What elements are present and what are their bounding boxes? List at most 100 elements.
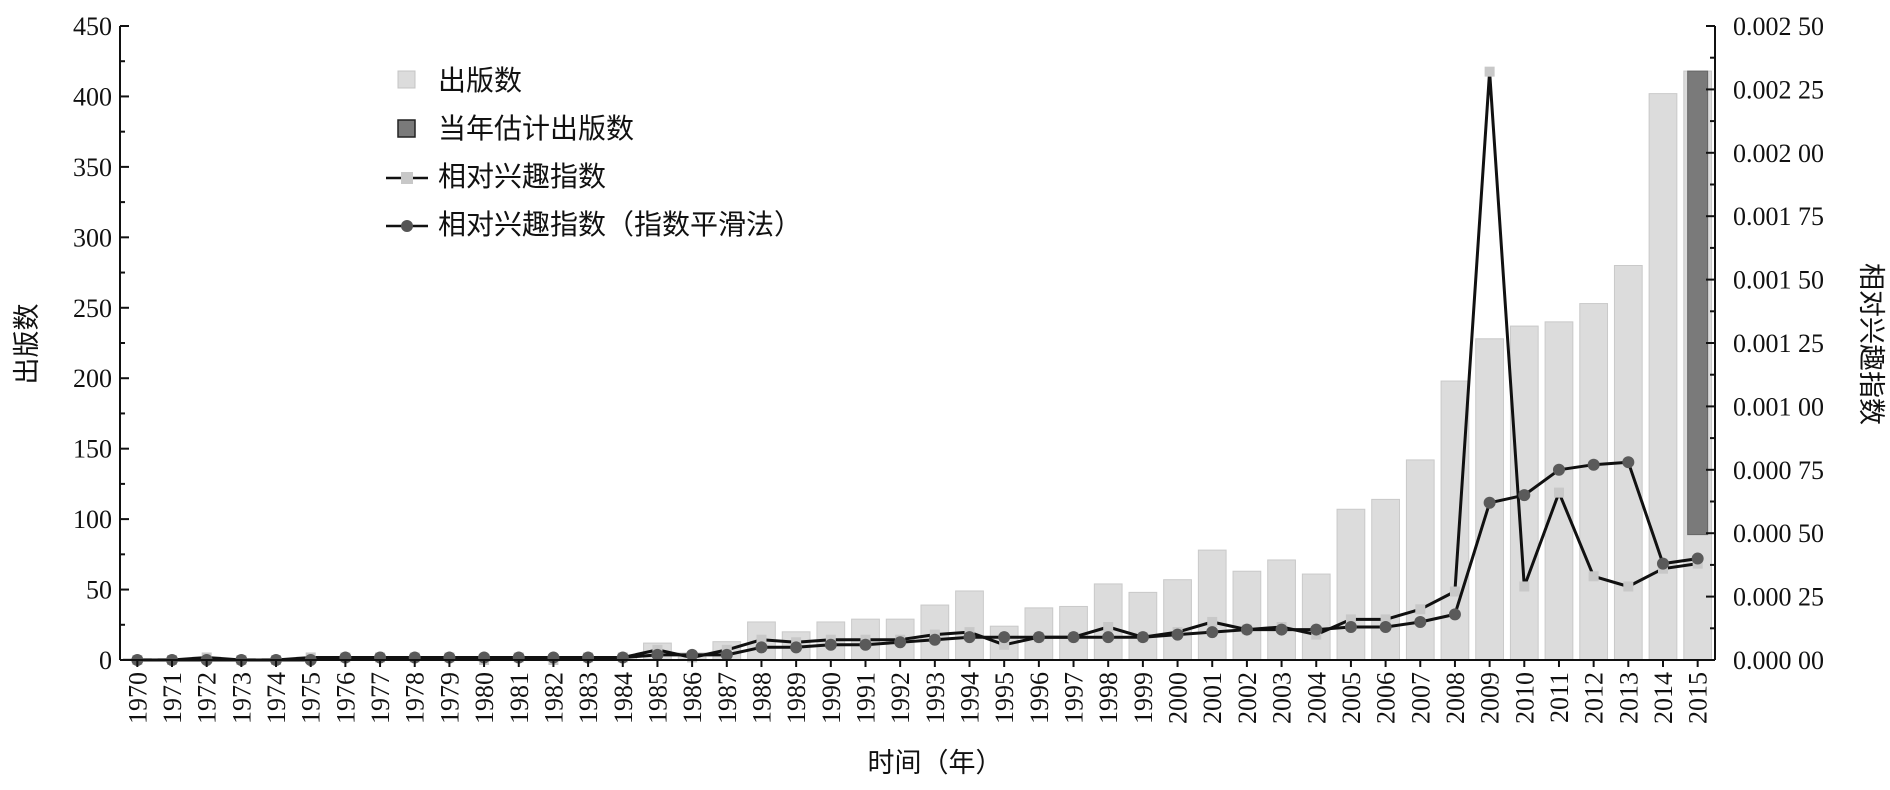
y-left-tick-label: 450 <box>73 12 112 41</box>
x-tick-label: 2014 <box>1649 672 1678 724</box>
point-interest-2005 <box>1345 614 1356 625</box>
x-tick-label: 1971 <box>158 672 187 724</box>
x-tick-label: 1991 <box>851 672 880 724</box>
x-tick-label: 2006 <box>1372 672 1401 724</box>
bar-publications-1999 <box>1128 591 1158 661</box>
bar-publications-2007 <box>1405 459 1435 661</box>
y-left-tick-label: 50 <box>86 576 112 605</box>
point-interest-smoothed-2006 <box>1379 621 1392 634</box>
point-interest-smoothed-2000 <box>1171 628 1184 641</box>
legend-marker-interest-smoothed <box>401 220 413 232</box>
x-tick-label: 1997 <box>1060 672 1089 724</box>
bar-publications-1998 <box>1093 583 1123 661</box>
point-interest-smoothed-1988 <box>755 641 768 654</box>
point-interest-1998 <box>1103 622 1114 633</box>
bar-publications-2006 <box>1371 498 1400 661</box>
x-tick-label: 1998 <box>1094 672 1123 724</box>
x-tick-label: 1988 <box>747 672 776 724</box>
y-right-tick-label: 0.002 00 <box>1733 139 1824 168</box>
x-tick-label: 1981 <box>505 672 534 724</box>
legend-marker-interest <box>401 172 413 184</box>
x-tick-label: 1999 <box>1129 672 1158 724</box>
point-interest-smoothed-2013 <box>1622 456 1635 469</box>
x-tick-label: 2011 <box>1545 672 1574 723</box>
legend-label-publications: 出版数 <box>438 64 522 97</box>
point-interest-smoothed-2008 <box>1448 608 1461 621</box>
x-tick-label: 2001 <box>1198 672 1227 724</box>
y-left-tick-label: 250 <box>73 294 112 323</box>
point-interest-smoothed-2007 <box>1414 615 1427 628</box>
x-tick-label: 1986 <box>678 672 707 724</box>
point-interest-smoothed-1985 <box>651 648 664 661</box>
legend-label-interest: 相对兴趣指数 <box>438 160 606 193</box>
bar-publications-1994 <box>955 590 984 661</box>
bar-publications-2004 <box>1301 573 1331 661</box>
y-right-tick-label: 0.002 50 <box>1733 12 1824 41</box>
x-tick-label: 2004 <box>1302 672 1331 724</box>
y-right-tick-label: 0.000 00 <box>1733 646 1824 675</box>
y-right-tick-label: 0.000 50 <box>1733 519 1824 548</box>
y-left-tick-label: 150 <box>73 435 112 464</box>
point-interest-smoothed-1995 <box>998 631 1011 644</box>
x-tick-label: 1992 <box>886 672 915 724</box>
axes-layer: 0 50 100 150 200 250 300 350 400 450 0.000 00 0.000… <box>73 12 1824 724</box>
x-tick-label: 2003 <box>1268 672 1297 724</box>
point-interest-smoothed-2002 <box>1240 623 1253 636</box>
x-tick-label: 2002 <box>1233 672 1262 724</box>
legend: 出版数 当年估计出版数 相对兴趣指数 相对兴趣指数（指数平滑法） <box>386 64 802 241</box>
lines-layer <box>131 66 1704 666</box>
x-tick-label: 1994 <box>956 672 985 724</box>
point-interest-2012 <box>1588 571 1599 582</box>
point-interest-smoothed-1987 <box>720 648 733 661</box>
legend-swatch-estimated <box>397 119 416 138</box>
x-tick-label: 2000 <box>1164 672 1193 724</box>
x-tick-label: 1973 <box>227 672 256 724</box>
x-tick-label: 2012 <box>1580 672 1609 724</box>
legend-label-estimated: 当年估计出版数 <box>438 112 634 145</box>
point-interest-smoothed-1991 <box>859 638 872 651</box>
point-interest-2010 <box>1519 581 1530 592</box>
point-interest-smoothed-1997 <box>1067 631 1080 644</box>
x-tick-label: 2008 <box>1441 672 1470 724</box>
y-right-tick-label: 0.000 75 <box>1733 456 1824 485</box>
x-tick-label: 1972 <box>193 672 222 724</box>
bar-publications-2001 <box>1197 549 1227 661</box>
point-interest-smoothed-1996 <box>1032 631 1045 644</box>
point-interest-smoothed-2015 <box>1691 552 1704 565</box>
x-tick-label: 1993 <box>921 672 950 724</box>
point-interest-smoothed-2003 <box>1275 623 1288 636</box>
x-tick-label: 1987 <box>713 672 742 724</box>
point-interest-smoothed-2014 <box>1656 557 1669 570</box>
point-interest-2013 <box>1623 581 1634 592</box>
bar-publications-2005 <box>1336 508 1366 661</box>
point-interest-smoothed-2001 <box>1206 626 1219 639</box>
point-interest-2006 <box>1380 614 1391 625</box>
point-interest-smoothed-1994 <box>963 631 976 644</box>
x-tick-label: 1995 <box>990 672 1019 724</box>
point-interest-smoothed-1992 <box>894 636 907 649</box>
x-tick-label: 1989 <box>782 672 811 724</box>
point-interest-smoothed-2004 <box>1310 623 1323 636</box>
point-interest-2001 <box>1207 616 1218 627</box>
y-left-tick-label: 0 <box>99 646 112 675</box>
y-right-tick-label: 0.001 00 <box>1733 392 1824 421</box>
x-tick-label: 1980 <box>470 672 499 724</box>
x-tick-label: 1984 <box>609 672 638 724</box>
point-interest-smoothed-1998 <box>1102 631 1115 644</box>
point-interest-2007 <box>1415 604 1426 615</box>
x-tick-label: 1982 <box>539 672 568 724</box>
y-right-tick-label: 0.001 75 <box>1733 202 1824 231</box>
x-tick-label: 1983 <box>574 672 603 724</box>
point-interest-smoothed-2005 <box>1344 621 1357 634</box>
point-interest-1988 <box>756 634 767 645</box>
bar-publications-2003 <box>1267 559 1296 661</box>
x-tick-label: 1978 <box>401 672 430 724</box>
point-interest-smoothed-2010 <box>1518 489 1531 502</box>
bar-publications-2002 <box>1232 570 1262 661</box>
y-left-tick-label: 300 <box>73 223 112 252</box>
y-left-tick-label: 200 <box>73 364 112 393</box>
point-interest-2008 <box>1449 586 1460 597</box>
x-tick-label: 2007 <box>1406 672 1435 724</box>
point-interest-smoothed-1993 <box>928 633 941 646</box>
